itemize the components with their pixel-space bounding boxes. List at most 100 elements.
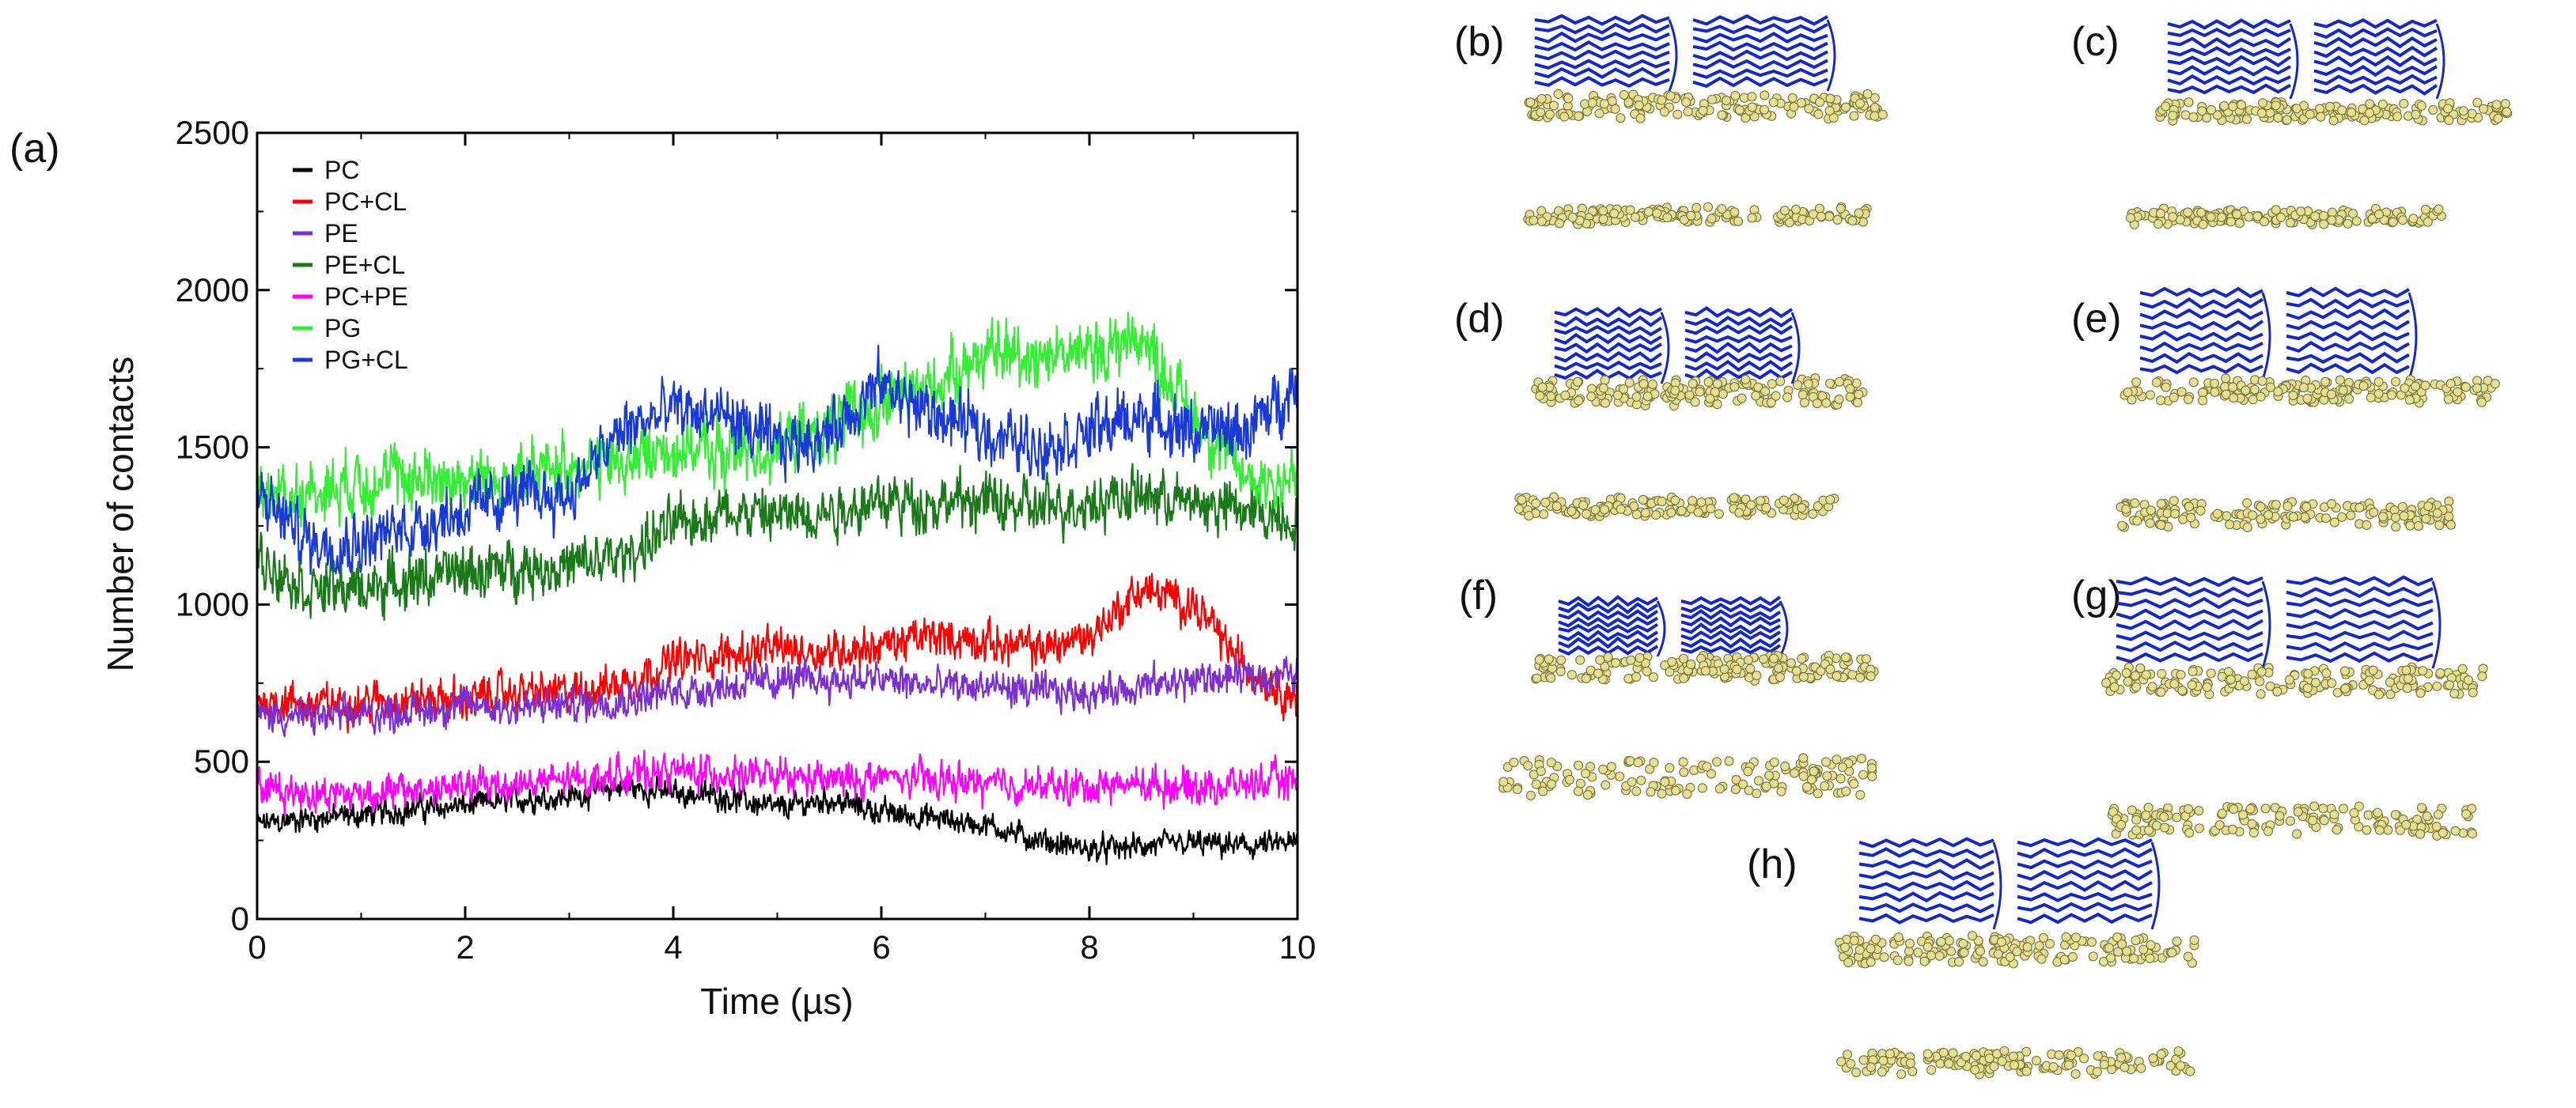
lipid-bead (1849, 936, 1859, 946)
beta-strand (2286, 607, 2434, 619)
lipid-bead (1673, 109, 1683, 119)
lipid-bead (1523, 761, 1533, 771)
lipid-bead (1538, 509, 1549, 520)
lipid-bead (2099, 1059, 2109, 1070)
lipid-bead (2151, 377, 2162, 388)
lipid-bead (2397, 215, 2408, 225)
lipid-bead (2104, 943, 2114, 953)
lipid-bead (1719, 664, 1729, 675)
lipid-bead (2132, 516, 2142, 526)
lipid-bead (2257, 98, 2268, 108)
lipid-bead (2422, 811, 2432, 822)
lipid-bead (2252, 211, 2263, 221)
lipid-bead (1834, 394, 1844, 405)
lipid-bead (1892, 955, 1903, 966)
lipid-bead (2161, 101, 2171, 112)
beta-strand (2313, 36, 2438, 49)
lipid-bead (1854, 389, 1864, 399)
lipid-bead (2249, 384, 2260, 395)
beta-strand (1684, 368, 1793, 380)
legend-label-5: PG (324, 314, 361, 342)
snapshot-e: (e) (2071, 286, 2500, 532)
beta-strand (2017, 869, 2154, 881)
lipid-bead (1714, 784, 1725, 794)
beta-strand (1534, 22, 1670, 35)
lipid-bead (1989, 1061, 1999, 1072)
lipid-bead (1690, 397, 1700, 407)
lipid-bead (2308, 815, 2318, 826)
lipid-bead (2216, 212, 2227, 222)
lipid-bead (2445, 379, 2456, 389)
beta-strand (2313, 74, 2438, 86)
lipid-bead (2147, 682, 2157, 692)
lipid-bead (2324, 101, 2335, 112)
beta-strand (2116, 586, 2263, 598)
lipid-bead (2401, 819, 2411, 830)
beta-strand (1558, 636, 1659, 649)
snapshot-g: (g) (2071, 573, 2488, 841)
lipid-bead (2109, 682, 2120, 692)
lipid-bead (2265, 681, 2275, 691)
lipid-bead (1566, 506, 1577, 516)
lipid-bead (1509, 757, 1519, 768)
beta-strand (2017, 912, 2153, 925)
beta-strand (1684, 351, 1793, 364)
protein-b (1534, 13, 1836, 92)
lipid-bead (1847, 216, 1858, 226)
lipid-bead (2008, 1051, 2018, 1061)
lipid-bead (2423, 217, 2433, 227)
lipid-bead (2321, 513, 2332, 524)
lipid-bead (1975, 946, 1986, 956)
lipid-bead (1724, 756, 1734, 766)
snapshot-h: (h) (1747, 837, 2199, 1080)
axes-layer: 0 2 4 6 8 10 0 500 1000 1500 2000 2500 (176, 114, 1316, 966)
lipid-bead (1905, 1058, 1915, 1068)
lipid-bead (1971, 1050, 1981, 1061)
lipid-bead (1706, 503, 1716, 514)
lipid-bead (1858, 770, 1869, 780)
lipid-bead (2420, 204, 2430, 214)
lipid-bead (2301, 501, 2312, 512)
lipid-bead (2449, 688, 2460, 699)
lipid-bead (1808, 209, 1819, 219)
lipid-bead (2189, 935, 2199, 945)
lipid-bead (1854, 208, 1864, 218)
x-tick-label-0: 0 (248, 928, 266, 966)
lipid-bead (1575, 778, 1585, 788)
lipid-bead (1603, 652, 1613, 662)
lipid-bead (2210, 387, 2220, 397)
lipid-bead (2369, 507, 2379, 517)
lipid-bead (1611, 658, 1621, 668)
lipid-bead (1616, 504, 1626, 514)
lipid-bead (2169, 679, 2180, 689)
lipid-bead (1619, 384, 1629, 395)
lipid-bead (1867, 771, 1877, 781)
lipid-bead (1791, 666, 1801, 676)
lipid-bead (2260, 804, 2271, 814)
lipid-bead (1498, 777, 1509, 787)
beta-strand (2167, 65, 2291, 77)
lipid-bead (2273, 112, 2283, 123)
lipid-bead (2397, 501, 2407, 512)
lipid-bead (1660, 777, 1670, 787)
lipid-bead (1688, 496, 1698, 506)
lipid-bead (1760, 90, 1770, 100)
lipid-bead (2054, 1050, 2064, 1061)
lipid-bead (2130, 498, 2140, 509)
lipid-bead (1682, 788, 1692, 800)
lipid-bead (2009, 1060, 2019, 1070)
lipid-bead (1846, 1059, 1856, 1069)
protein-d (1554, 306, 1801, 384)
beta-strand (2313, 83, 2438, 96)
beta-strand (2313, 18, 2438, 30)
lipid-bead (2183, 951, 2193, 962)
lipid-bead (2131, 682, 2142, 692)
lipid-bead (1743, 655, 1753, 665)
loop (2289, 23, 2299, 100)
beta-strand (2313, 55, 2438, 68)
lipid-bead (2168, 111, 2178, 121)
lipid-bead (1686, 659, 1696, 670)
lipid-bead (2177, 686, 2188, 696)
lipid-bead (1547, 779, 1557, 789)
lipid-bead (1717, 204, 1727, 214)
